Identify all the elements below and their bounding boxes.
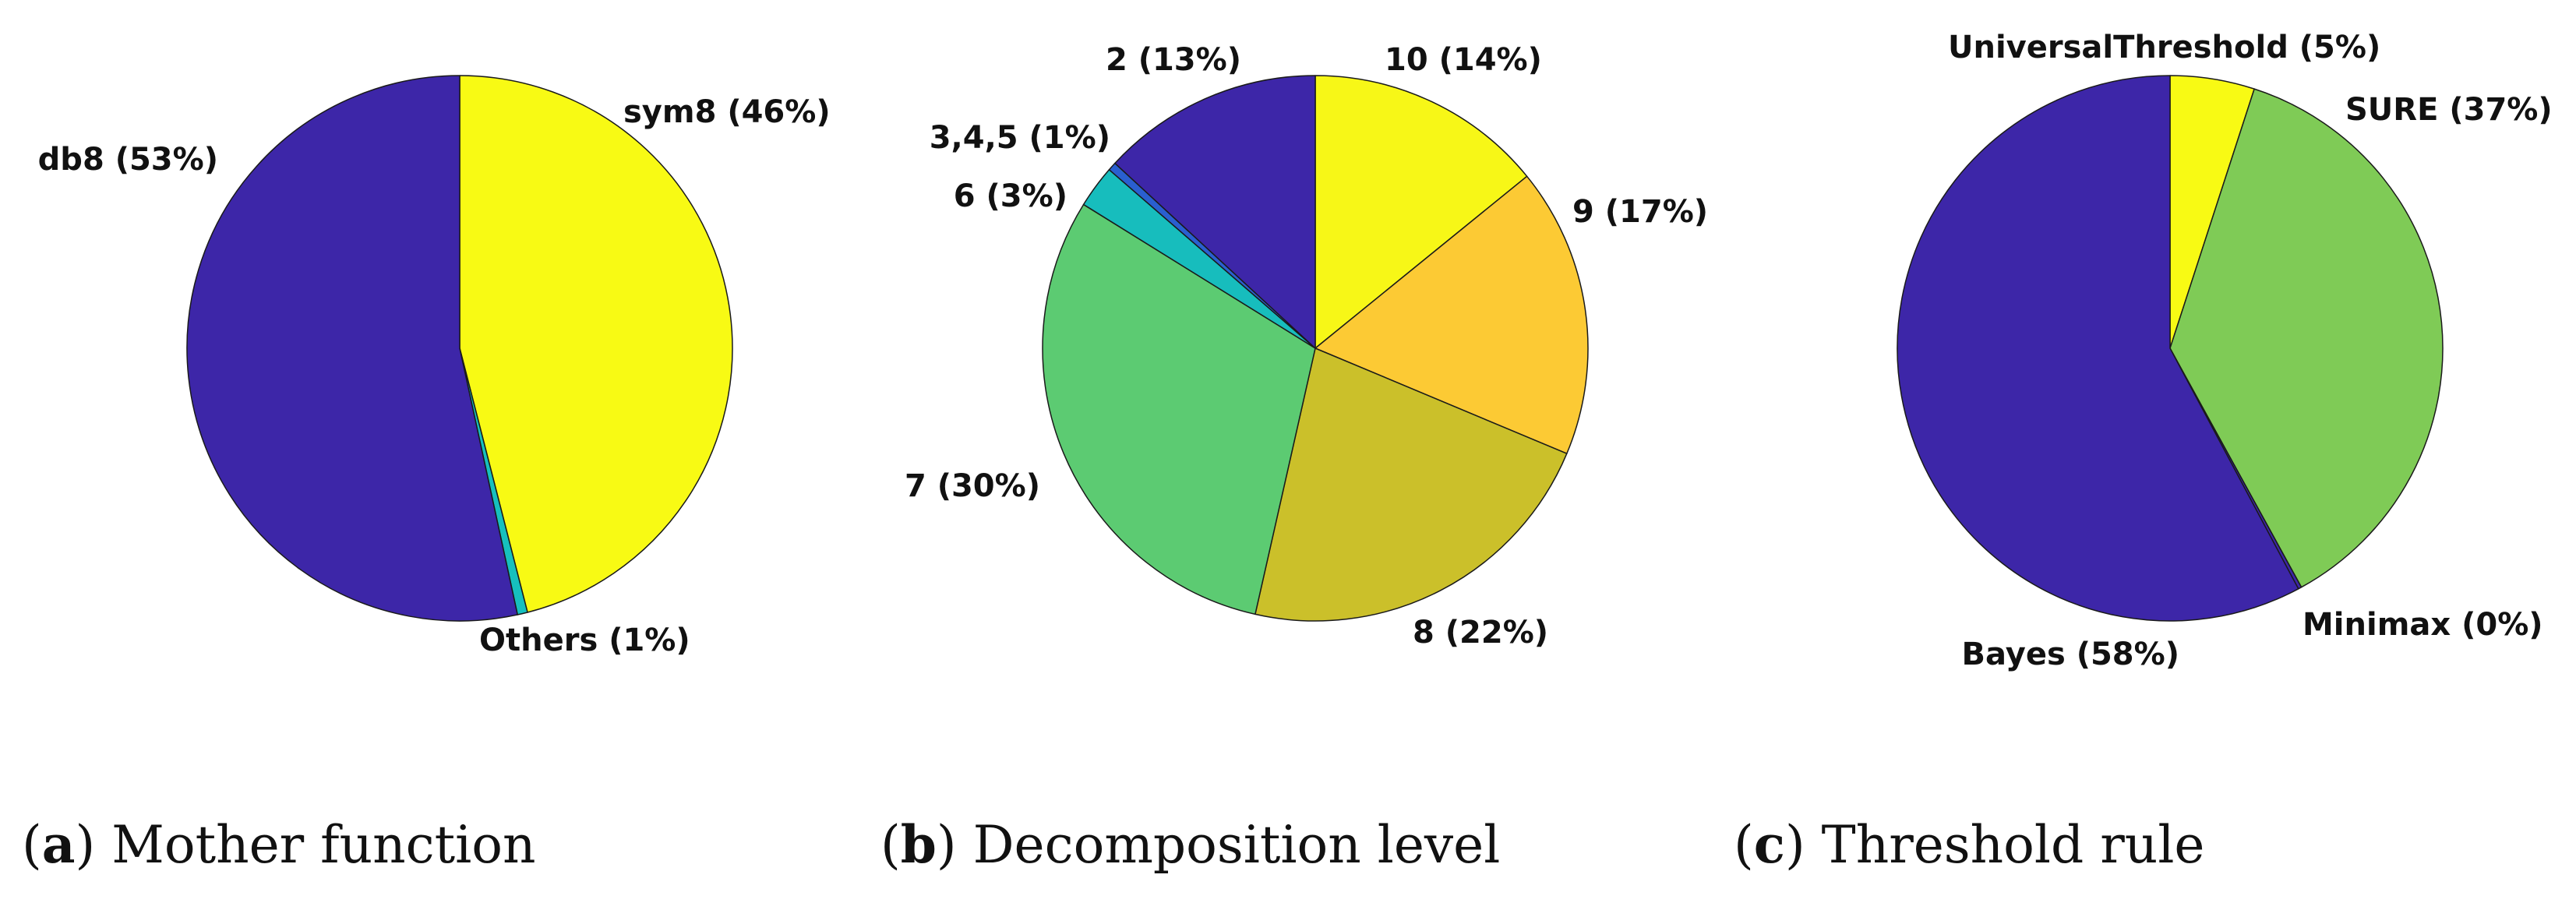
caption-b-text: Decomposition level (972, 815, 1501, 875)
slice-label: db8 (53%) (38, 142, 218, 178)
slice-label: 9 (17%) (1572, 194, 1708, 230)
pie-slice (1114, 75, 1316, 349)
caption-a-letter: a (41, 814, 76, 875)
pie-slice (1042, 203, 1316, 615)
slice-label: UniversalThreshold (5%) (1948, 30, 2380, 65)
slice-label: 10 (14%) (1385, 42, 1542, 78)
slice-label: 3,4,5 (1%) (930, 120, 1110, 156)
slice-label: sym8 (46%) (623, 94, 831, 130)
caption-c-text: Threshold rule (1821, 815, 2205, 875)
pie-slice (1254, 347, 1568, 622)
caption-b: (b) Decomposition level (880, 814, 1501, 875)
slice-label: Bayes (58%) (1962, 637, 2180, 672)
pie-chart-mother-function: sym8 (46%) Others (1%) db8 (53%) (38, 75, 831, 658)
pie-chart-threshold-rule: UniversalThreshold (5%) SURE (37%) Minimax… (1897, 30, 2553, 672)
pie-chart-decomposition-level: 10 (14%) 9 (17%) 8 (22%) 7 (30%) 6 (3%) 3,4,5… (905, 42, 1708, 651)
pie-slice (1897, 75, 2299, 622)
pie-slice (459, 75, 733, 613)
slice-label: 6 (3%) (954, 178, 1067, 214)
slice-label: 2 (13%) (1106, 42, 1241, 78)
pie-slice (1314, 175, 1589, 454)
pie-slice (186, 75, 518, 622)
slice-label: Others (1%) (479, 622, 690, 658)
pie-slice (2169, 88, 2444, 588)
caption-a-text: Mother function (111, 815, 536, 875)
caption-c-letter: c (1753, 814, 1785, 875)
slice-label: 8 (22%) (1413, 615, 1548, 651)
caption-b-letter: b (900, 814, 937, 875)
pie-slice (1314, 75, 1528, 349)
caption-a: (a) Mother function (22, 814, 536, 875)
slice-label: Minimax (0%) (2303, 607, 2543, 643)
slice-label: 7 (30%) (905, 468, 1040, 504)
caption-c: (c) Threshold rule (1734, 814, 2205, 875)
slice-label: SURE (37%) (2345, 92, 2553, 128)
